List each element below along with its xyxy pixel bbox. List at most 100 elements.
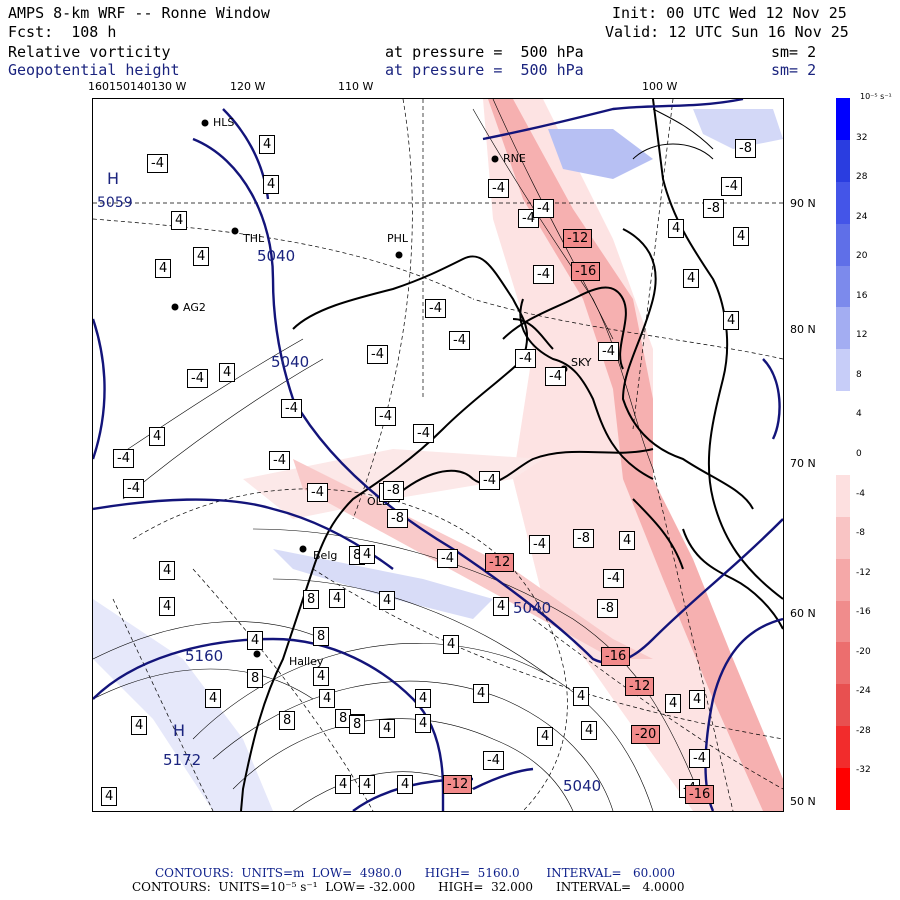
vorticity-value-label: -4 (533, 265, 554, 284)
vorticity-value-label: 4 (219, 363, 236, 382)
vorticity-value-label: 4 (329, 589, 346, 608)
vorticity-value-label: -12 (443, 775, 473, 794)
vorticity-value-label: 4 (263, 175, 280, 194)
colorbar-cell (836, 726, 850, 769)
height-label: 5172 (163, 751, 202, 769)
vorticity-value-label: -4 (603, 569, 624, 588)
height-contours-detail (632, 108, 714, 160)
colorbar-units: 10⁻⁵ s⁻¹ (860, 92, 892, 101)
vorticity-value-label: -20 (631, 725, 661, 744)
colorbar-cell (836, 474, 850, 518)
vorticity-value-label: 4 (581, 721, 598, 740)
height-label: 5040 (257, 247, 296, 265)
vorticity-value-label: 4 (205, 689, 222, 708)
vorticity-value-label: -8 (387, 509, 408, 528)
colorbar-tick-label: -12 (856, 567, 871, 578)
vorticity-value-label: 4 (415, 714, 432, 733)
vorticity-value-label: -4 (483, 751, 504, 770)
vorticity-value-label: 4 (335, 775, 352, 794)
vorticity-value-label: -4 (413, 424, 434, 443)
vorticity-value-label: 4 (359, 775, 376, 794)
colorbar-cell (836, 768, 850, 811)
colorbar-tick-label: -20 (856, 646, 871, 657)
colorbar-tick-label: 24 (856, 211, 868, 222)
vorticity-value-label: 4 (131, 716, 148, 735)
station-label: RNE (503, 152, 526, 165)
vorticity-value-label: 4 (733, 227, 750, 246)
colorbar-cell (836, 223, 850, 267)
vorticity-value-label: -4 (187, 369, 208, 388)
height-contours (93, 99, 783, 811)
vorticity-value-label: 4 (537, 727, 554, 746)
vorticity-value-label: 4 (668, 219, 685, 238)
vorticity-value-label: -12 (625, 677, 655, 696)
vorticity-value-label: -4 (529, 535, 550, 554)
vorticity-value-label: 4 (155, 259, 172, 278)
height-label: 5160 (185, 647, 224, 665)
colorbar-cell (836, 433, 850, 476)
vorticity-value-label: 4 (171, 211, 188, 230)
coastline (240, 99, 783, 811)
lon-label: 110 W (338, 80, 374, 93)
vorticity-value-label: -4 (113, 449, 134, 468)
vorticity-value-label: -8 (597, 599, 618, 618)
vorticity-value-label: -4 (449, 331, 470, 350)
high-marker: H (173, 721, 186, 740)
station-label: HLS (213, 116, 235, 129)
vorticity-contour-info: CONTOURS: UNITS=10⁻⁵ s⁻¹ LOW= -32.000 HI… (132, 880, 685, 894)
vorticity-value-label: -8 (735, 139, 756, 158)
colorbar-tick-label: 8 (856, 369, 862, 380)
vorticity-value-label: -4 (281, 399, 302, 418)
height-contour-info: CONTOURS: UNITS=m LOW= 4980.0 HIGH= 5160… (155, 866, 675, 880)
vorticity-value-label: 4 (619, 531, 636, 550)
colorbar-tick-label: 20 (856, 251, 868, 262)
vorticity-value-label: 8 (279, 711, 296, 730)
colorbar-cell (836, 600, 850, 643)
station-label: SKY (571, 356, 592, 369)
vorticity-value-label: 8 (313, 627, 330, 646)
colorbar-tick-label: 32 (856, 132, 868, 143)
map-panel: HLS RNE THL PHL AG2 SKY OLD Belg Halley … (92, 98, 784, 812)
vorticity-value-label: -8 (383, 481, 404, 500)
vorticity-value-label: 4 (319, 689, 336, 708)
colorbar-tick-label: 28 (856, 172, 868, 183)
station-rne-marker (491, 155, 499, 163)
vorticity-value-label: -4 (479, 471, 500, 490)
vorticity-value-label: 4 (443, 635, 460, 654)
vorticity-value-label: -12 (485, 553, 515, 572)
vorticity-value-label: -4 (375, 407, 396, 426)
field1-level: at pressure = 500 hPa (385, 43, 584, 61)
high-marker: H (107, 169, 120, 188)
vorticity-shading-positive (273, 549, 493, 619)
lon-label: 160150140130 W (88, 80, 187, 93)
vorticity-value-label: -4 (533, 199, 554, 218)
vorticity-value-label: 4 (313, 667, 330, 686)
vorticity-value-label: 4 (665, 694, 682, 713)
vorticity-value-label: 4 (397, 775, 414, 794)
valid-time: Valid: 12 UTC Sun 16 Nov 25 (605, 23, 849, 41)
vorticity-value-label: 8 (247, 669, 264, 688)
station-label: THL (243, 232, 265, 245)
vorticity-value-label: -4 (721, 177, 742, 196)
height-label: 5040 (271, 353, 310, 371)
station-ag2-marker (171, 303, 179, 311)
colorbar-cell (836, 98, 850, 141)
colorbar-cell (836, 391, 850, 434)
colorbar-tick-label: -4 (856, 488, 865, 499)
map-title: AMPS 8-km WRF -- Ronne Window (8, 4, 270, 22)
lon-label: 100 W (642, 80, 678, 93)
vorticity-value-label: -4 (515, 349, 536, 368)
vorticity-value-label: 4 (379, 591, 396, 610)
colorbar-cell (836, 265, 850, 308)
vorticity-value-label: 4 (689, 690, 706, 709)
vorticity-value-label: -8 (703, 199, 724, 218)
vorticity-value-label: -4 (437, 549, 458, 568)
colorbar-tick-label: -28 (856, 725, 871, 736)
vorticity-value-label: -8 (573, 529, 594, 548)
vorticity-value-label: 4 (493, 597, 510, 616)
station-hls-marker (201, 119, 209, 127)
height-label: 5040 (513, 599, 552, 617)
vorticity-value-label: 4 (723, 311, 740, 330)
vorticity-value-label: 4 (159, 561, 176, 580)
vorticity-value-label: -4 (598, 342, 619, 361)
